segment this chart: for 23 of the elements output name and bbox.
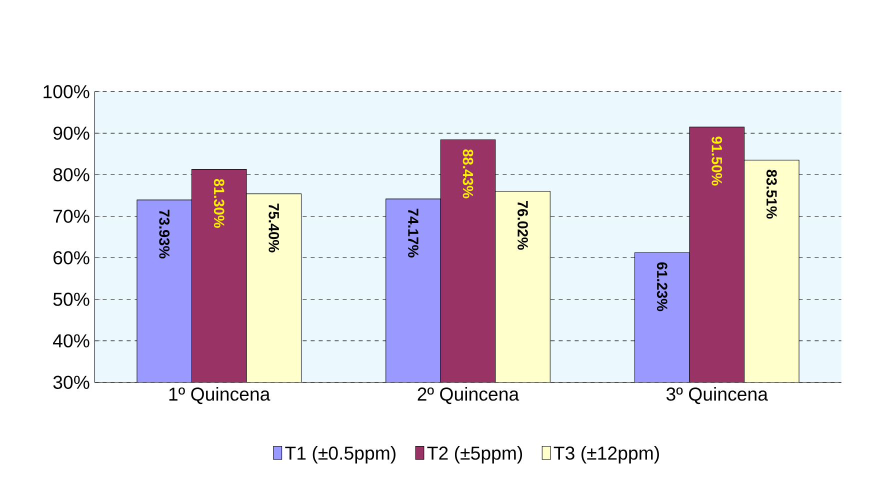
y-tick-label: 50% [53, 292, 90, 306]
data-label: 61.23% [656, 262, 668, 312]
x-tick-label: 1º Quincena [169, 387, 270, 404]
data-label: 88.43% [462, 149, 474, 198]
y-tick-label: 70% [54, 210, 90, 223]
x-tick-label: 3º Quincena [666, 387, 768, 404]
legend-label: T3 (±12ppm) [554, 446, 659, 464]
y-tick-label: 30% [53, 376, 90, 389]
y-tick-label: 100% [44, 85, 90, 98]
legend-label: T1 (±0.5ppm) [285, 446, 396, 464]
data-label: 73.93% [159, 210, 170, 258]
data-label: 83.51% [766, 170, 777, 219]
data-label: 76.02% [518, 201, 528, 250]
x-tick-label: 2º Quincena [418, 387, 520, 404]
y-tick-label: 80% [53, 168, 90, 182]
data-label: 75.40% [268, 204, 280, 252]
data-label: 81.30% [214, 178, 224, 228]
legend-label: T2 (±5ppm) [427, 446, 522, 464]
y-tick-label: 60% [54, 251, 90, 264]
data-label: 74.17% [408, 208, 418, 258]
y-tick-label: 40% [53, 334, 90, 348]
y-tick-label: 90% [53, 126, 90, 140]
data-label: 91.50% [712, 136, 722, 186]
